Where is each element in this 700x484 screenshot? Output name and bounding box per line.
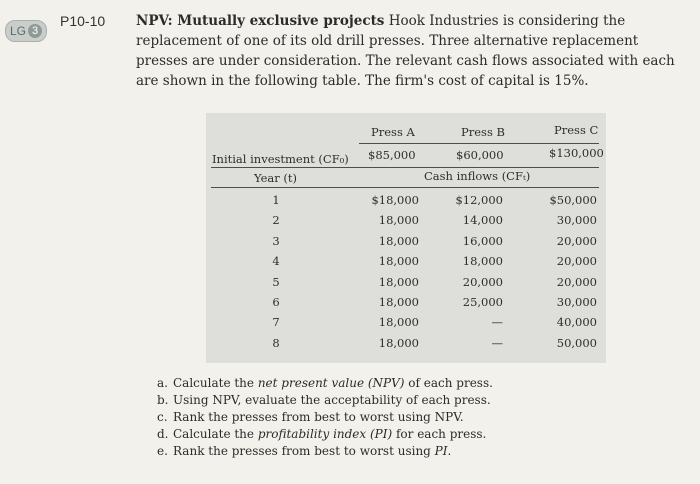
header-rule [359, 143, 599, 144]
question-item: d. Calculate the profitability index (PI)… [157, 426, 577, 443]
press-a-cell: 18,000 [378, 213, 419, 228]
press-a-cell: 18,000 [378, 254, 419, 269]
question-text-post: of each press. [404, 376, 493, 390]
press-c-cell: 20,000 [556, 233, 597, 248]
press-c-cell: 30,000 [556, 295, 597, 309]
year-cell: 4 [272, 254, 280, 269]
question-text: Calculate the net present value (NPV) of… [173, 375, 493, 392]
year-label: Year (t) [254, 171, 298, 185]
cash-inflows-label: Cash inflows (CFₜ) [424, 169, 531, 183]
press-c-cell: 30,000 [556, 213, 597, 228]
learning-goal-prefix: LG [9, 24, 26, 38]
question-text-emphasis: net present value (NPV) [257, 376, 405, 390]
press-b-cell: 14,000 [462, 213, 503, 228]
question-text-pre: Rank the presses from best to worst usin… [173, 444, 435, 458]
question-letter: c. [157, 410, 168, 424]
press-c-cell: 40,000 [556, 315, 597, 330]
question-text-post: . [447, 444, 452, 458]
problem-body: Hook Industries is considering the repla… [136, 13, 675, 89]
question-item: b. Using NPV, evaluate the acceptability … [157, 392, 577, 409]
question-text-post: for each press. [392, 427, 487, 441]
press-b-cell: 25,000 [462, 295, 503, 309]
year-cell: 8 [272, 335, 280, 350]
question-text-pre: Calculate the [173, 376, 258, 390]
year-cell: 3 [272, 233, 280, 248]
learning-goal-badge: LG 3 [5, 20, 47, 42]
press-a-cell: 18,000 [378, 295, 419, 309]
press-b-cell: — [491, 335, 504, 350]
learning-goal-number: 3 [28, 24, 42, 38]
press-b-cell: — [491, 315, 504, 330]
year-cell: 5 [272, 274, 280, 289]
question-letter: a. [157, 376, 168, 390]
press-b-cell: 18,000 [462, 254, 503, 269]
question-text: Rank the presses from best to worst usin… [173, 409, 464, 426]
initial-press-c: $130,000 [549, 146, 604, 160]
question-text-pre: Using NPV, evaluate the acceptability of… [173, 393, 491, 407]
initial-press-b: $60,000 [456, 148, 504, 162]
question-text-emphasis: profitability index (PI) [257, 427, 393, 441]
question-item: c. Rank the presses from best to worst us… [157, 409, 577, 426]
initial-rule [211, 167, 599, 168]
question-list: a. Calculate the net present value (NPV) … [157, 375, 577, 460]
problem-title: NPV: Mutually exclusive projects [136, 13, 385, 29]
question-text-pre: Rank the presses from best to worst usin… [173, 410, 464, 424]
question-letter: e. [157, 444, 168, 458]
year-cell: 7 [272, 315, 280, 330]
col-header-press-c: Press C [554, 123, 599, 137]
press-a-cell: $18,000 [371, 193, 419, 207]
col-header-press-b: Press B [461, 125, 505, 139]
problem-statement: NPV: Mutually exclusive projects Hook In… [136, 11, 681, 91]
question-text: Calculate the profitability index (PI) f… [173, 426, 486, 443]
press-c-cell: 20,000 [556, 254, 597, 269]
year-cell: 6 [272, 295, 280, 309]
question-text: Rank the presses from best to worst usin… [173, 443, 451, 460]
press-b-cell: 20,000 [462, 274, 503, 289]
press-a-cell: 18,000 [378, 274, 419, 289]
initial-press-a: $85,000 [368, 148, 416, 162]
press-a-cell: 18,000 [378, 233, 419, 248]
initial-investment-label: Initial investment (CF₀) [212, 152, 349, 166]
year-cell: 2 [272, 213, 280, 228]
cash-flow-table: Press A Press B Press C Initial investme… [206, 113, 606, 363]
press-a-cell: 18,000 [378, 315, 419, 330]
problem-id: P10-10 [60, 13, 106, 29]
question-text-pre: Calculate the [173, 427, 258, 441]
year-cell: 1 [272, 193, 280, 207]
press-b-cell: 16,000 [462, 233, 503, 248]
press-c-cell: 20,000 [556, 274, 597, 289]
question-text-emphasis: PI [434, 444, 448, 458]
col-header-press-a: Press A [371, 125, 415, 139]
press-c-cell: 50,000 [556, 335, 597, 350]
press-c-cell: $50,000 [549, 193, 597, 207]
question-item: e. Rank the presses from best to worst us… [157, 443, 577, 460]
question-letter: d. [157, 427, 169, 441]
press-a-cell: 18,000 [378, 335, 419, 350]
question-letter: b. [157, 393, 169, 407]
question-text: Using NPV, evaluate the acceptability of… [173, 392, 491, 409]
question-item: a. Calculate the net present value (NPV) … [157, 375, 577, 392]
press-b-cell: $12,000 [455, 193, 503, 207]
subheader-rule [211, 187, 599, 188]
